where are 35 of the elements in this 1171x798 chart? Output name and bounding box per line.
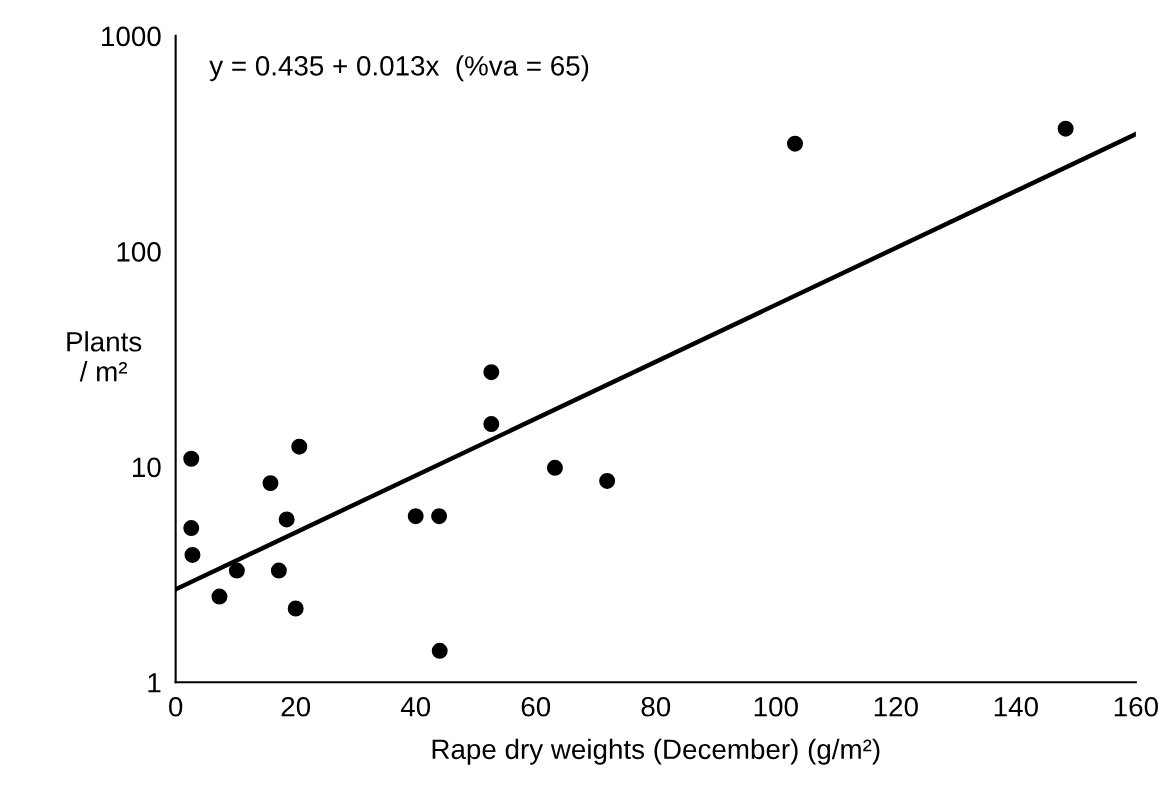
- point: [183, 520, 200, 536]
- point: [483, 364, 500, 381]
- point: [1057, 120, 1074, 137]
- x-tick-label: 100: [754, 696, 798, 717]
- x-tick-label: 160: [1114, 696, 1158, 717]
- point: [483, 416, 500, 433]
- point: [262, 475, 279, 492]
- point: [228, 562, 245, 579]
- x-tick-label: 40: [400, 696, 431, 717]
- point: [787, 135, 803, 152]
- x-tick-label: 0: [169, 696, 183, 717]
- point: [278, 511, 295, 528]
- point: [431, 642, 448, 659]
- point: [431, 508, 448, 525]
- point: [546, 459, 563, 476]
- y-tick-label: 10: [132, 457, 161, 478]
- point: [270, 562, 287, 579]
- x-tick-label: 80: [641, 696, 671, 717]
- point: [291, 438, 308, 455]
- y-axis-title: Plants / m²: [67, 331, 142, 382]
- point: [211, 588, 228, 605]
- point: [184, 546, 201, 563]
- x-axis-title: Rape dry weights (December) (g/m²): [432, 738, 880, 765]
- point: [183, 450, 200, 467]
- y-tick-label: 1: [148, 673, 161, 693]
- y-tick-label: 100: [117, 242, 161, 262]
- x-tick-label: 60: [521, 696, 551, 717]
- annotation: y = 0.435 + 0.013x (%va = 65): [209, 55, 589, 82]
- y-tick-label: 1000: [102, 26, 161, 47]
- point: [407, 508, 424, 525]
- point: [287, 600, 304, 617]
- x-tick-label: 20: [281, 696, 311, 717]
- x-tick-label: 120: [874, 696, 918, 717]
- point: [599, 472, 616, 489]
- x-tick-label: 140: [994, 696, 1038, 717]
